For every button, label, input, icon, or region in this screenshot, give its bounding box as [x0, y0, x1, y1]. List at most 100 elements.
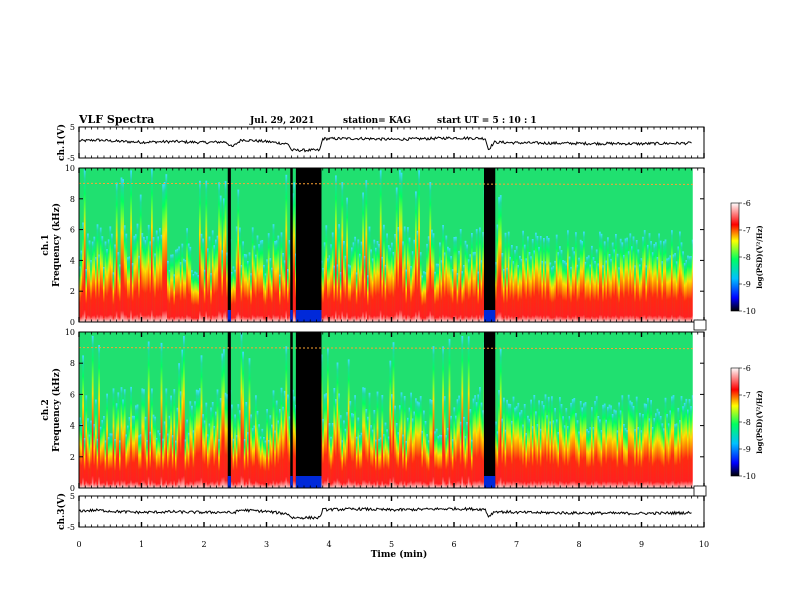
spectrum-column	[511, 420, 513, 488]
spectrum-column	[266, 409, 268, 488]
spectrum-column	[517, 402, 520, 488]
spectrum-column	[635, 240, 638, 322]
spectrum-column	[183, 336, 185, 488]
spectrum-column	[464, 436, 467, 488]
spectrum-column	[445, 435, 448, 488]
spectrum-column	[594, 401, 596, 488]
spectrum-column	[567, 426, 569, 488]
spectrum-column	[552, 265, 555, 322]
y-tick-label: 6	[70, 226, 75, 235]
spectrum-column	[403, 226, 406, 322]
spectrum-column	[587, 255, 590, 322]
spectrum-column	[437, 436, 440, 488]
spectrum-column	[543, 238, 545, 322]
spectrum-column	[432, 233, 435, 322]
spectrum-column	[80, 423, 83, 488]
spectrum-column	[184, 259, 187, 322]
panel-corner-box	[693, 485, 707, 497]
spectrum-column	[368, 392, 371, 488]
spectrum-column	[106, 249, 108, 322]
spectrum-column	[248, 358, 251, 488]
spectrum-column	[424, 421, 427, 488]
spectrum-column	[263, 437, 265, 488]
spectrum-column	[96, 224, 99, 322]
spectrum-column	[672, 254, 675, 322]
signal-gap	[484, 332, 496, 488]
spectrum-column	[621, 242, 624, 322]
spectrum-column	[173, 274, 176, 322]
spectrum-column	[656, 257, 659, 322]
spectrum-column	[618, 267, 620, 322]
spectrum-column	[634, 265, 636, 322]
spectrum-column	[293, 396, 296, 488]
spectrum-column	[171, 254, 174, 322]
spectrum-column	[127, 425, 129, 488]
spectrum-column	[426, 434, 428, 488]
spectrum-column	[395, 423, 398, 488]
spectrum-column	[440, 435, 443, 488]
spectrum-column	[447, 246, 449, 322]
spectrum-column	[259, 436, 262, 488]
spectrum-column	[554, 408, 556, 488]
spectrum-column	[218, 182, 220, 322]
spectrum-column	[663, 241, 665, 322]
spectrum-column	[258, 424, 260, 488]
spectrum-column	[272, 224, 275, 322]
spectrum-column	[103, 416, 105, 488]
spectrum-column	[562, 416, 564, 488]
spectrum-column	[466, 422, 468, 488]
spectrum-column	[378, 243, 380, 322]
spectrum-column	[210, 273, 212, 322]
spectrum-column	[397, 432, 400, 488]
spectrum-column	[560, 250, 563, 322]
spectrum-column	[245, 254, 248, 322]
spectrum-column	[123, 389, 126, 488]
spectrum-column	[610, 258, 612, 322]
spectrum-column	[589, 264, 592, 322]
spectrum-column	[328, 423, 331, 488]
spectrum-column	[536, 424, 539, 488]
spectrum-column	[551, 396, 553, 488]
spectrum-column	[667, 423, 670, 488]
spectrum-column	[651, 427, 654, 488]
spectrum-column	[619, 410, 622, 488]
spectrum-column	[621, 395, 624, 488]
spectrum-column	[151, 168, 153, 322]
spectrum-column	[688, 256, 691, 322]
spectrum-column	[344, 428, 347, 488]
spectrum-column	[659, 416, 662, 488]
spectrum-column	[400, 172, 403, 322]
spectrum-column	[501, 418, 504, 488]
spectrum-column	[280, 232, 283, 322]
colorbar-ch2: -6 -7 -8 -9 -10 log(PSD)(V²/Hz)	[730, 364, 764, 481]
spectrum-column	[386, 233, 388, 322]
spectrum-column	[131, 415, 134, 488]
spectrum-column	[643, 403, 646, 488]
spectrum-column	[395, 187, 398, 322]
spectrum-column	[597, 263, 600, 322]
spectrum-column	[648, 233, 651, 322]
spectrum-column	[250, 414, 252, 488]
spectrum-column	[477, 271, 480, 322]
spectrum-column	[202, 414, 204, 488]
spectrum-column	[519, 255, 521, 322]
spectrum-column	[520, 410, 523, 488]
spectrum-column	[384, 422, 387, 488]
ch3-voltage-panel: -5 5ch.3(V)	[56, 492, 705, 532]
spectrum-column	[504, 429, 507, 488]
spectrum-column	[530, 399, 532, 488]
x-tick-label: 4	[326, 540, 331, 549]
spectrum-column	[123, 225, 126, 322]
spectrum-column	[146, 236, 148, 322]
spectrum-column	[387, 436, 390, 488]
spectrum-column	[95, 257, 97, 322]
spectrum-column	[399, 170, 401, 322]
spectrum-column	[360, 432, 363, 488]
spectrum-column	[203, 269, 206, 322]
spectrum-column	[170, 395, 172, 488]
spectrum-column	[535, 411, 537, 488]
spectrum-column	[80, 250, 83, 322]
spectrum-column	[589, 427, 592, 488]
spectrum-column	[351, 247, 353, 322]
